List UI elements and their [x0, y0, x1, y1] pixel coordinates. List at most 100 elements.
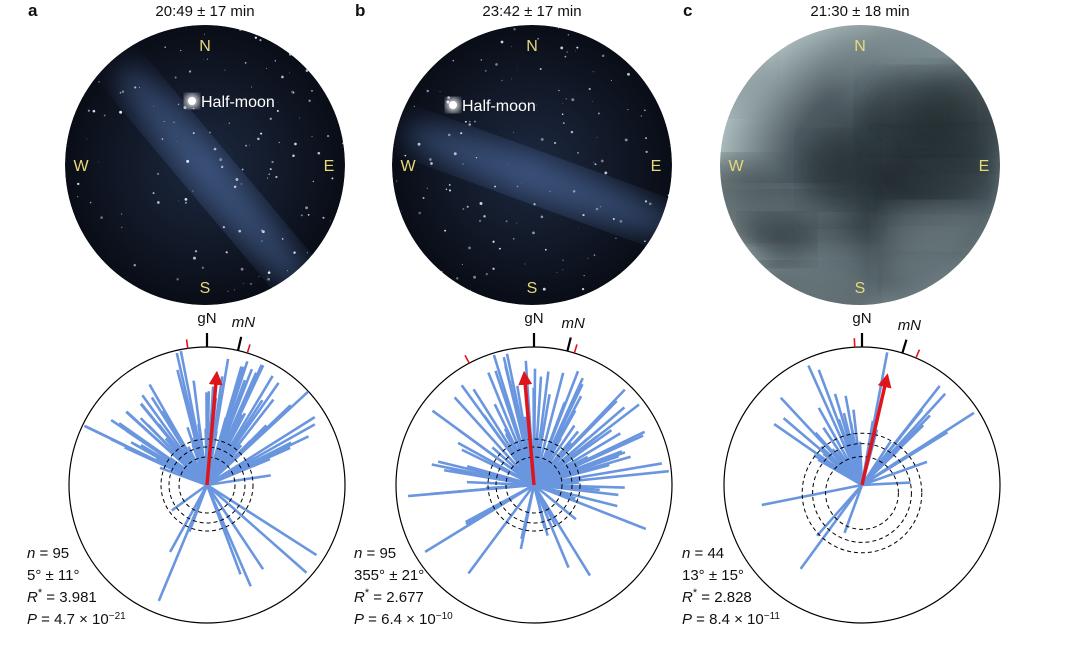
star [184, 198, 188, 201]
star [621, 290, 625, 294]
star [492, 240, 495, 243]
track-line [205, 418, 232, 486]
star [513, 28, 516, 31]
star [288, 52, 292, 56]
star [139, 86, 141, 88]
star [402, 253, 405, 256]
compass-e: E [324, 158, 335, 175]
star [119, 91, 122, 94]
star [98, 80, 100, 83]
star [452, 59, 454, 62]
stat-line: 13° ± 15° [682, 567, 744, 584]
star [565, 98, 567, 100]
cloud [720, 41, 771, 112]
star [395, 41, 398, 44]
compass-n: N [199, 38, 211, 55]
star [479, 32, 482, 35]
compass-w: W [728, 158, 744, 175]
track-line [519, 484, 536, 550]
star [566, 51, 568, 53]
star [597, 112, 600, 115]
star [249, 144, 251, 146]
star [562, 259, 564, 262]
star [505, 220, 508, 223]
star [440, 270, 443, 274]
star [615, 237, 617, 240]
star [192, 256, 196, 260]
stat-sup: * [365, 587, 370, 599]
star [161, 138, 164, 140]
star [76, 89, 78, 91]
moon-label: Half-moon [201, 94, 275, 111]
star [239, 28, 242, 31]
range-tick [246, 344, 251, 354]
sky [392, 25, 672, 305]
star [78, 239, 81, 242]
star [331, 40, 333, 42]
stat-text: = 95 [35, 545, 69, 562]
track-line [532, 401, 567, 486]
star [627, 72, 630, 76]
star [294, 279, 297, 283]
star [281, 238, 284, 240]
star [430, 162, 433, 165]
stat-text: = 95 [362, 545, 396, 562]
star [183, 106, 187, 109]
star [235, 178, 239, 181]
star [558, 89, 560, 92]
star [85, 25, 88, 27]
track-line [773, 423, 863, 487]
track-line [532, 484, 592, 577]
star [65, 61, 67, 63]
stat-symbol: P [27, 611, 37, 628]
star [512, 131, 515, 133]
track-line [502, 356, 536, 486]
mean-vector [860, 373, 892, 486]
star [318, 39, 321, 42]
track-line [807, 364, 864, 486]
stat-text: = 2.677 [369, 589, 424, 606]
track-line [453, 396, 535, 486]
star [322, 216, 325, 219]
stat-line: P = 6.4 × 10−10 [354, 611, 453, 629]
track-line [466, 480, 535, 487]
star [245, 144, 248, 147]
stat-text: 5° ± 11° [27, 567, 79, 584]
track-line [205, 399, 264, 486]
track-line [844, 395, 864, 486]
stat-text: = 8.4 × 10 [692, 611, 764, 628]
star [266, 177, 269, 179]
stat-text: = 3.981 [42, 589, 97, 606]
star [269, 168, 272, 171]
star [100, 216, 103, 219]
track-line [533, 469, 669, 487]
track-line [532, 484, 570, 569]
star [609, 41, 613, 44]
star [600, 159, 604, 163]
cloud [880, 203, 989, 247]
stat-symbol: P [354, 611, 364, 628]
star [65, 282, 66, 284]
track-line [150, 396, 209, 486]
track-line [157, 484, 209, 602]
stat-line: P = 8.4 × 10−11 [682, 611, 780, 629]
stat-line: n = 44 [682, 545, 724, 562]
star [153, 105, 155, 107]
star [275, 175, 278, 179]
stat-symbol: R [354, 589, 365, 606]
star [272, 286, 275, 289]
star [557, 27, 559, 29]
compass-w: W [400, 158, 416, 175]
star [133, 263, 137, 267]
star [664, 42, 668, 46]
stat-line: P = 4.7 × 10−21 [27, 611, 126, 629]
stat-symbol: P [682, 611, 692, 628]
star [500, 40, 504, 44]
star [176, 278, 179, 281]
star [77, 182, 80, 186]
stat-text: = 4.7 × 10 [37, 611, 109, 628]
stat-line: n = 95 [354, 545, 396, 562]
track-line [125, 410, 208, 486]
star [188, 70, 192, 73]
star [292, 92, 295, 94]
